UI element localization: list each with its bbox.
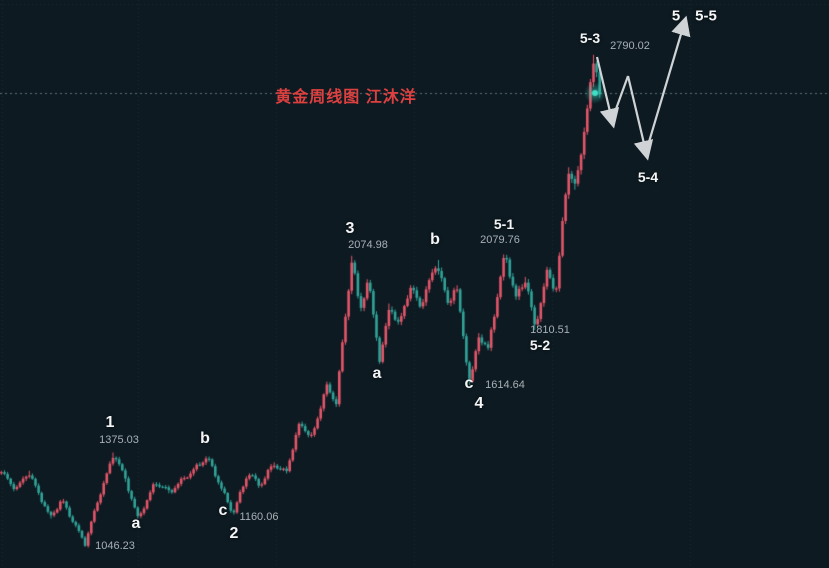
chart-title: 黄金周线图 江沐洋 xyxy=(275,89,417,106)
